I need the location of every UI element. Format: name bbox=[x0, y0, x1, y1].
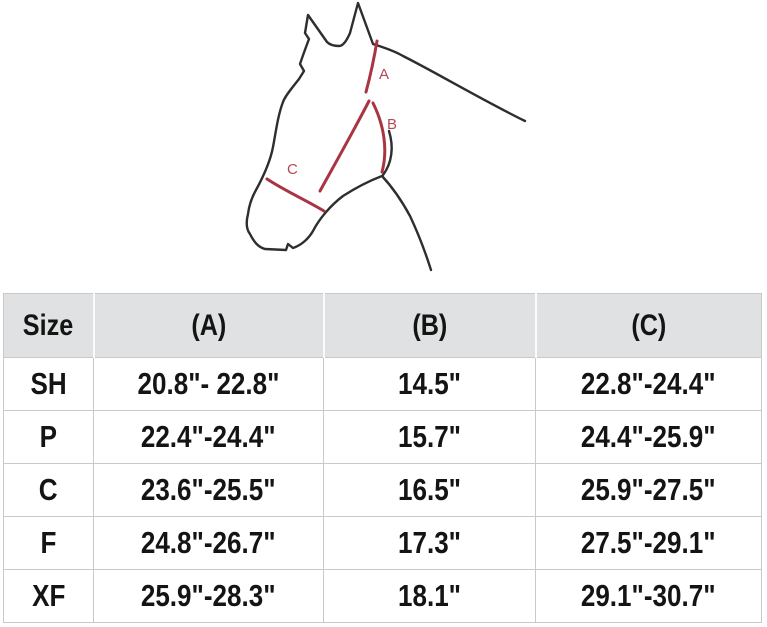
header-measure-b-label: (B) bbox=[412, 308, 447, 342]
measure-c-value: 29.1"-30.7" bbox=[581, 578, 716, 613]
measure-c-value: 22.8"-24.4" bbox=[581, 366, 716, 401]
cell-size: P bbox=[3, 410, 94, 464]
size-row-sh: SH 20.8"- 22.8" 14.5" 22.8"-24.4" bbox=[3, 357, 762, 411]
strap-a-crownpiece bbox=[364, 39, 379, 94]
measure-b-value: 17.3" bbox=[397, 525, 462, 560]
cell-measure-b: 16.5" bbox=[323, 463, 536, 517]
cell-measure-b: 15.7" bbox=[323, 410, 536, 464]
measure-a-value: 22.4"-24.4" bbox=[141, 419, 276, 454]
cell-size: C bbox=[3, 463, 94, 517]
header-size: Size bbox=[3, 293, 94, 358]
measure-c-value: 27.5"-29.1" bbox=[581, 525, 716, 560]
size-value: F bbox=[40, 525, 57, 560]
cell-measure-a: 25.9"-28.3" bbox=[93, 569, 324, 623]
cell-measure-c: 27.5"-29.1" bbox=[535, 516, 762, 570]
cell-measure-b: 14.5" bbox=[323, 357, 536, 411]
horse-measurement-diagram: A B C bbox=[245, 1, 527, 272]
measure-b-value: 15.7" bbox=[397, 419, 462, 454]
cell-measure-c: 24.4"-25.9" bbox=[535, 410, 762, 464]
size-chart-table: Size (A) (B) (C) SH 20.8"- 22.8" 14.5" 2… bbox=[3, 293, 762, 623]
measure-c-value: 25.9"-27.5" bbox=[581, 472, 716, 507]
measure-b-value: 14.5" bbox=[397, 366, 462, 401]
cell-measure-b: 18.1" bbox=[323, 569, 536, 623]
measurement-label-b: B bbox=[387, 116, 397, 133]
cell-measure-a: 20.8"- 22.8" bbox=[93, 357, 324, 411]
cell-measure-c: 29.1"-30.7" bbox=[535, 569, 762, 623]
horse-cheek-line bbox=[381, 129, 393, 177]
header-size-label: Size bbox=[23, 308, 74, 342]
size-value: P bbox=[39, 419, 58, 454]
cell-measure-c: 25.9"-27.5" bbox=[535, 463, 762, 517]
strap-cheekpiece-diagonal bbox=[318, 99, 371, 193]
size-row-xf: XF 25.9"-28.3" 18.1" 29.1"-30.7" bbox=[3, 569, 762, 623]
size-chart-header-row: Size (A) (B) (C) bbox=[3, 293, 762, 358]
size-row-p: P 22.4"-24.4" 15.7" 24.4"-25.9" bbox=[3, 410, 762, 464]
measure-a-value: 24.8"-26.7" bbox=[141, 525, 276, 560]
cell-measure-b: 17.3" bbox=[323, 516, 536, 570]
size-value: XF bbox=[31, 578, 66, 613]
cell-measure-a: 22.4"-24.4" bbox=[93, 410, 324, 464]
size-row-c: C 23.6"-25.5" 16.5" 25.9"-27.5" bbox=[3, 463, 762, 517]
measure-a-value: 23.6"-25.5" bbox=[141, 472, 276, 507]
horse-head-outline bbox=[245, 1, 527, 272]
header-measure-a-label: (A) bbox=[191, 308, 226, 342]
size-value: C bbox=[39, 472, 58, 507]
measure-c-value: 24.4"-25.9" bbox=[581, 419, 716, 454]
measure-b-value: 16.5" bbox=[397, 472, 462, 507]
size-value: SH bbox=[30, 366, 67, 401]
cell-size: F bbox=[3, 516, 94, 570]
cell-size: XF bbox=[3, 569, 94, 623]
size-row-f: F 24.8"-26.7" 17.3" 27.5"-29.1" bbox=[3, 516, 762, 570]
measurement-label-a: A bbox=[379, 66, 389, 83]
cell-measure-a: 23.6"-25.5" bbox=[93, 463, 324, 517]
cell-measure-a: 24.8"-26.7" bbox=[93, 516, 324, 570]
strap-c-noseband bbox=[265, 177, 326, 213]
header-measure-c: (C) bbox=[534, 293, 762, 358]
header-measure-b: (B) bbox=[322, 293, 536, 358]
measure-b-value: 18.1" bbox=[397, 578, 462, 613]
measure-a-value: 25.9"-28.3" bbox=[141, 578, 276, 613]
measure-a-value: 20.8"- 22.8" bbox=[137, 366, 280, 401]
header-measure-a: (A) bbox=[92, 293, 324, 358]
strap-b-throat-curve bbox=[371, 101, 387, 174]
cell-measure-c: 22.8"-24.4" bbox=[535, 357, 762, 411]
cell-size: SH bbox=[3, 357, 94, 411]
header-measure-c-label: (C) bbox=[631, 308, 667, 342]
measurement-label-c: C bbox=[287, 161, 298, 178]
